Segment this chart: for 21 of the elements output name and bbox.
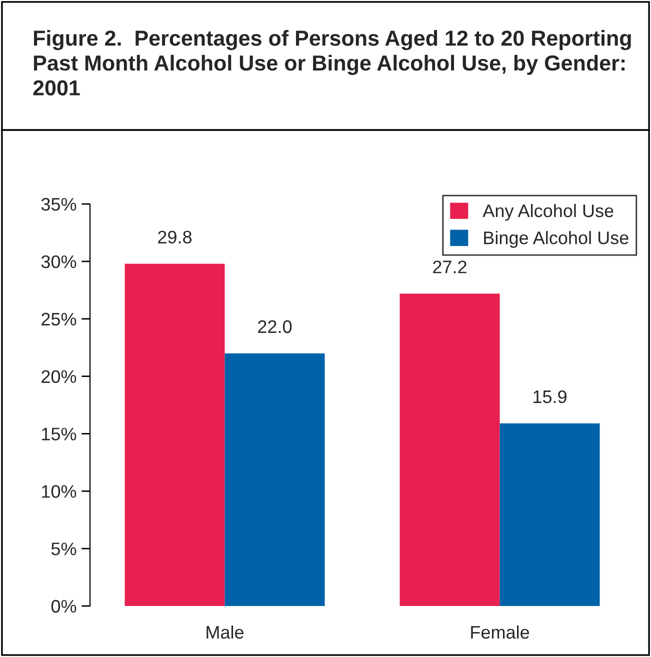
y-tick-label: 15% bbox=[42, 428, 76, 440]
y-tick-label: 25% bbox=[42, 312, 76, 326]
data-label: 22.0 bbox=[258, 320, 292, 334]
y-tick-label: 5% bbox=[51, 542, 76, 556]
y-tick-label: 20% bbox=[42, 370, 76, 384]
x-tick-label: Female bbox=[471, 625, 530, 639]
bar bbox=[224, 353, 325, 606]
data-label: 15.9 bbox=[534, 390, 566, 404]
y-tick-label: 0% bbox=[51, 600, 76, 613]
y-tick-label: 35% bbox=[41, 198, 76, 211]
data-label: 29.8 bbox=[158, 230, 192, 244]
y-tick-label: 10% bbox=[42, 485, 76, 498]
chart-title: Figure 2. Percentages of Persons Aged 12 to 20 Reporting Past Month Alcohol Use or Binge Alcohol Use, by Gender: 2001 bbox=[33, 30, 631, 96]
bar bbox=[400, 294, 500, 606]
y-tick-label: 30% bbox=[41, 255, 76, 268]
data-label: 27.2 bbox=[433, 260, 466, 274]
x-tick-label: Male bbox=[206, 625, 244, 639]
bar bbox=[500, 423, 600, 606]
legend-label: Any Alcohol Use bbox=[482, 204, 614, 221]
legend-label: Binge Alcohol Use bbox=[484, 230, 628, 248]
bar bbox=[124, 264, 225, 606]
